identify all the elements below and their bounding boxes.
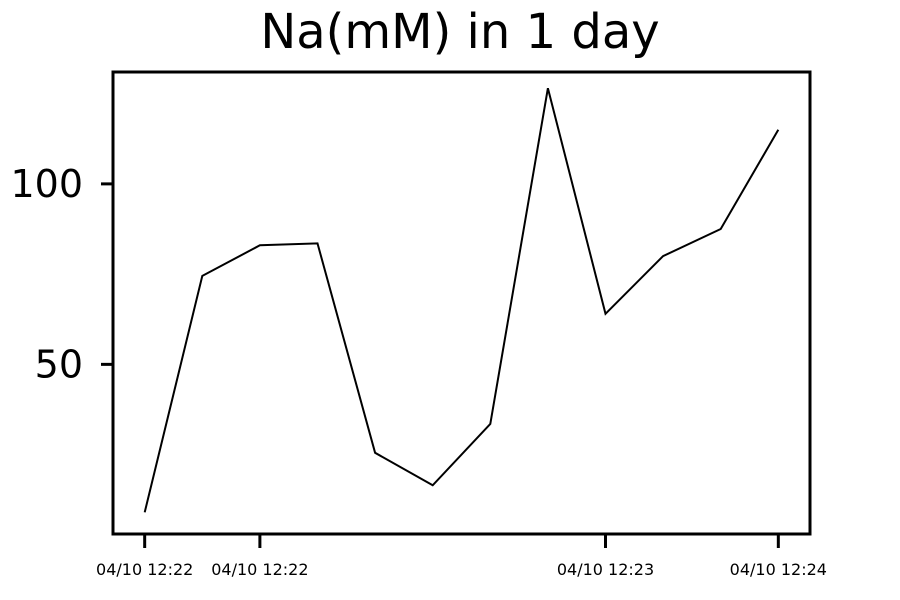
x-tick-label-0: 04/10 12:22 bbox=[96, 560, 193, 579]
x-tick-label-3: 04/10 12:24 bbox=[730, 560, 827, 579]
x-tick-label-2: 04/10 12:23 bbox=[557, 560, 654, 579]
x-tick-label-1: 04/10 12:22 bbox=[211, 560, 308, 579]
axes-frame bbox=[111, 70, 812, 536]
chart-title: Na(mM) in 1 day bbox=[260, 4, 659, 60]
y-tick-label-50: 50 bbox=[35, 342, 83, 386]
series-line-0 bbox=[143, 87, 780, 513]
plot-area: 50 100 04/10 12:22 04/10 12:22 04/10 12:23 04… bbox=[10, 70, 827, 579]
y-tick-label-100: 100 bbox=[10, 162, 83, 206]
